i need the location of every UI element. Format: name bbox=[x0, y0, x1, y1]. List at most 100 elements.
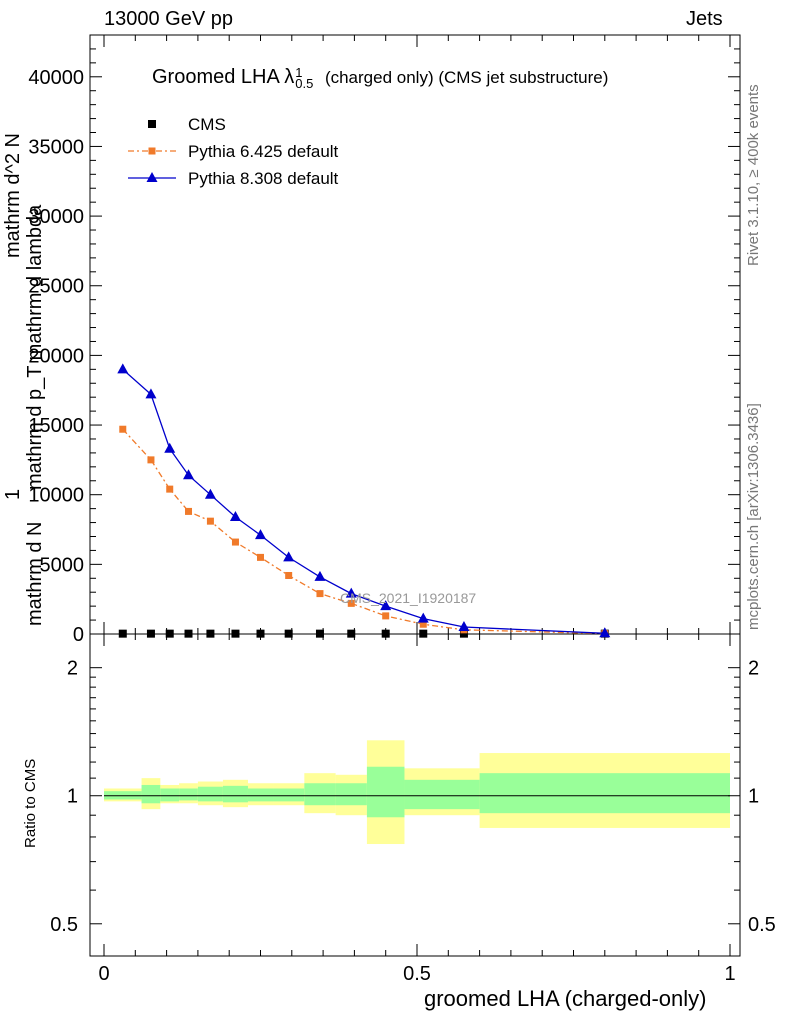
data-point bbox=[145, 388, 157, 399]
ratio-y-tick-label-left: 2 bbox=[67, 658, 78, 680]
data-point bbox=[229, 510, 241, 521]
legend: CMS Pythia 6.425 default Pythia 8.308 defa… bbox=[128, 115, 339, 188]
band-stat bbox=[404, 779, 480, 810]
data-point bbox=[166, 485, 174, 493]
chart-title: Groomed LHA λ 1 0.5 (charged only) (CMS je… bbox=[152, 64, 609, 91]
ratio-y-tick-label-right: 2 bbox=[748, 658, 759, 680]
tick-labels: 0 5000 10000 15000 20000 25000 30000 35000 40000… bbox=[28, 67, 775, 985]
data-point bbox=[256, 629, 265, 638]
data-point bbox=[284, 629, 293, 638]
plot-frames bbox=[89, 34, 741, 957]
ratio-y-tick-label-left: 1 bbox=[67, 786, 78, 808]
title-rest: (charged only) (CMS jet substructure) bbox=[324, 68, 609, 87]
data-point bbox=[231, 538, 239, 546]
data-point bbox=[599, 627, 611, 638]
data-point bbox=[419, 629, 428, 638]
data-point bbox=[419, 620, 427, 628]
main-y-tick-label: 20000 bbox=[28, 345, 84, 367]
main-y-tick-label: 25000 bbox=[28, 276, 84, 298]
ratio-y-tick-label-left: 0.5 bbox=[50, 914, 78, 936]
data-point bbox=[165, 629, 174, 638]
data-point bbox=[347, 629, 356, 638]
data-point bbox=[458, 621, 470, 632]
title-sub: 0.5 bbox=[295, 75, 314, 91]
data-point bbox=[285, 571, 293, 579]
main-y-tick-label: 35000 bbox=[28, 136, 84, 158]
ratio-frame bbox=[89, 633, 741, 957]
main-y-tick-label: 15000 bbox=[28, 415, 84, 437]
band-stat bbox=[247, 788, 274, 802]
main-y-tick-label: 30000 bbox=[28, 206, 84, 228]
data-point bbox=[146, 629, 155, 638]
axis-ticks bbox=[90, 34, 740, 956]
data-point bbox=[283, 551, 295, 562]
band-stat bbox=[335, 783, 367, 806]
legend-label: Pythia 8.308 default bbox=[188, 169, 339, 188]
data-point bbox=[314, 570, 326, 581]
main-y-tick-label: 40000 bbox=[28, 67, 84, 89]
data-point bbox=[382, 612, 390, 620]
watermark: CMS_2021_I1920187 bbox=[340, 590, 477, 606]
data-series bbox=[117, 363, 611, 638]
band-stat bbox=[273, 788, 305, 802]
data-point bbox=[185, 507, 193, 515]
y-label-frac2-num: mathrm d^2 N bbox=[2, 133, 24, 258]
data-point bbox=[183, 469, 195, 480]
ratio-bands bbox=[104, 740, 730, 845]
rivet-label: Rivet 3.1.10, ≥ 400k events bbox=[745, 84, 762, 266]
mcplots-label: mcplots.cern.ch [arXiv:1306.3436] bbox=[745, 403, 762, 630]
header-right: Jets bbox=[686, 8, 723, 30]
title-main: Groomed LHA λ bbox=[152, 66, 295, 88]
data-point bbox=[147, 456, 155, 464]
ratio-y-tick-label-right: 0.5 bbox=[748, 914, 776, 936]
band-stat bbox=[197, 786, 223, 802]
data-point bbox=[164, 442, 176, 453]
data-point bbox=[316, 590, 324, 598]
x-tick-label: 0 bbox=[98, 963, 109, 985]
data-point bbox=[119, 425, 127, 433]
legend-marker bbox=[148, 120, 156, 128]
band-stat bbox=[179, 788, 198, 801]
y-label-denominator: mathrm d N bbox=[24, 521, 46, 626]
band-stat bbox=[366, 766, 405, 818]
data-point bbox=[255, 529, 266, 540]
data-point bbox=[231, 629, 240, 638]
legend-marker bbox=[148, 147, 156, 155]
data-point bbox=[459, 629, 468, 638]
title-sup: 1 bbox=[295, 64, 303, 80]
header-left: 13000 GeV pp bbox=[104, 8, 233, 30]
data-point bbox=[117, 363, 129, 374]
series-line bbox=[122, 368, 605, 634]
main-y-tick-label: 0 bbox=[73, 624, 84, 646]
band-stat bbox=[479, 773, 730, 814]
data-point bbox=[315, 629, 324, 638]
data-point bbox=[118, 629, 127, 638]
x-axis-label: groomed LHA (charged-only) bbox=[424, 986, 707, 1011]
ratio-y-label: Ratio to CMS bbox=[22, 758, 39, 848]
data-point bbox=[184, 629, 193, 638]
ratio-y-tick-label-right: 1 bbox=[748, 786, 759, 808]
legend-marker bbox=[146, 172, 158, 182]
x-tick-label: 1 bbox=[724, 963, 735, 985]
data-point bbox=[257, 553, 264, 561]
data-point bbox=[380, 600, 392, 611]
band-stat bbox=[141, 784, 161, 804]
data-point bbox=[417, 612, 429, 623]
legend-label: Pythia 6.425 default bbox=[188, 142, 339, 161]
x-tick-label: 0.5 bbox=[403, 963, 431, 985]
y-label-frac2-den: mathrm d p_T mathrm d lambda bbox=[24, 204, 46, 490]
y-label-numerator: 1 bbox=[2, 488, 24, 500]
band-stat bbox=[222, 785, 248, 803]
band-stat bbox=[304, 783, 336, 806]
main-y-tick-label: 5000 bbox=[40, 554, 85, 576]
data-point bbox=[345, 587, 357, 598]
band-stat bbox=[160, 788, 180, 802]
main-y-tick-label: 10000 bbox=[28, 485, 84, 507]
legend-label: CMS bbox=[188, 115, 226, 134]
data-point bbox=[381, 629, 390, 638]
data-point bbox=[206, 629, 215, 638]
data-point bbox=[204, 488, 216, 499]
data-point bbox=[347, 599, 355, 607]
data-point bbox=[206, 517, 214, 525]
